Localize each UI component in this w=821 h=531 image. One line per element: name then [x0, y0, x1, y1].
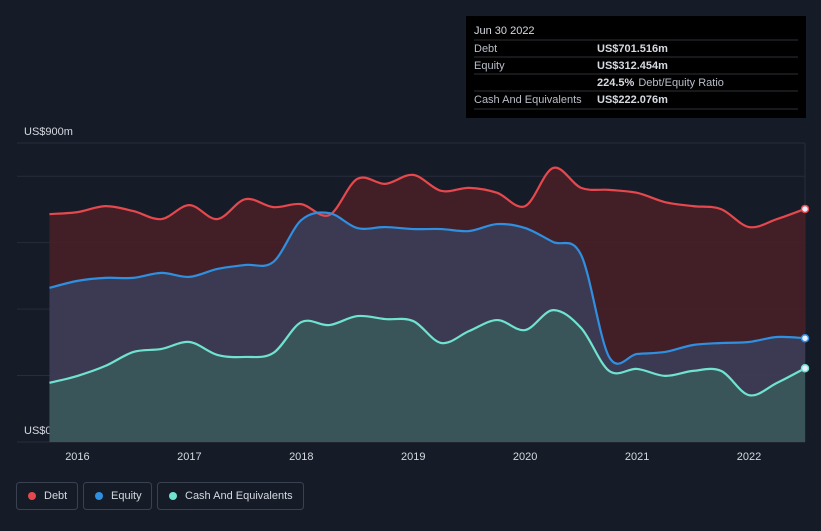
end-marker [800, 333, 810, 343]
legend-swatch [28, 492, 36, 500]
tooltip-value: US$312.454m [597, 60, 668, 72]
y-tick-label: US$900m [24, 126, 73, 138]
y-tick-label: US$0 [24, 425, 52, 437]
tooltip-label: Debt [474, 43, 497, 55]
legend-box [83, 482, 152, 510]
x-tick-label: 2018 [289, 451, 313, 463]
x-tick-label: 2020 [513, 451, 537, 463]
legend-swatch [95, 492, 103, 500]
series-line [49, 309, 806, 397]
legend-label: Cash And Equivalents [185, 490, 293, 502]
legend-item[interactable]: Cash And Equivalents [157, 482, 304, 510]
legend-item[interactable]: Debt [16, 482, 78, 510]
tooltip-label: Debt/Equity Ratio [638, 77, 724, 89]
x-tick-label: 2022 [737, 451, 761, 463]
tooltip: Jun 30 2022 Debt US$701.516m Equity US$312.4… [466, 16, 806, 118]
tooltip-label: Cash And Equivalents [474, 94, 582, 106]
x-tick-label: 2017 [177, 451, 201, 463]
end-marker [800, 363, 810, 373]
legend-box [157, 482, 304, 510]
tooltip-value: 224.5% [597, 77, 635, 89]
end-marker [800, 204, 810, 214]
legend-label: Debt [44, 490, 67, 502]
legend-swatch [169, 492, 177, 500]
tooltip-date: Jun 30 2022 [474, 25, 535, 37]
tooltip-value: US$222.076m [597, 94, 668, 106]
legend-item[interactable]: Equity [83, 482, 152, 510]
series-line [49, 211, 806, 365]
x-tick-label: 2019 [401, 451, 425, 463]
tooltip-box [466, 16, 806, 118]
tooltip-value: US$701.516m [597, 43, 668, 55]
x-tick-label: 2021 [625, 451, 649, 463]
series-line [49, 166, 806, 229]
legend-box [16, 482, 78, 510]
tooltip-label: Equity [474, 60, 505, 72]
series-area [49, 310, 806, 442]
legend-label: Equity [111, 490, 142, 502]
x-tick-label: 2016 [65, 451, 89, 463]
